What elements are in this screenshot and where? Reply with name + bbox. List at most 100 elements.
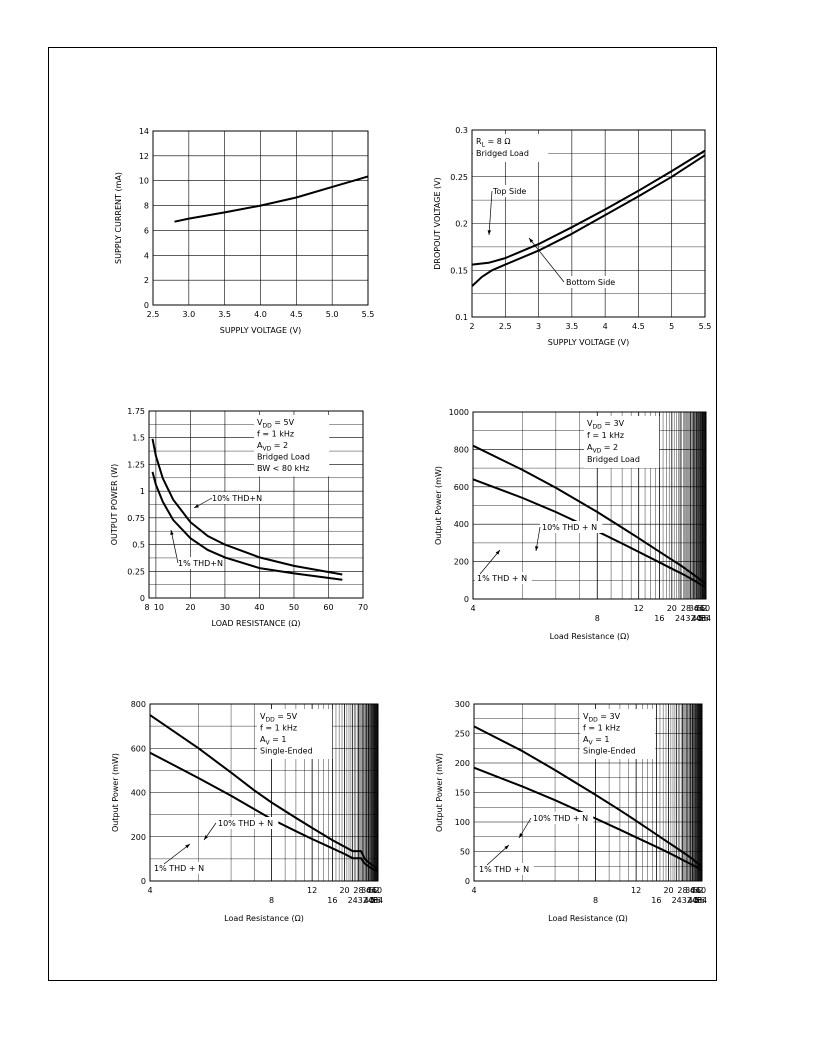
- plot-border: [473, 703, 703, 882]
- x-tick-label: 60: [696, 886, 706, 895]
- y-tick-label: 0.25: [127, 567, 145, 576]
- x-tick-label: 36: [361, 886, 371, 895]
- x-tick-label: 16: [654, 614, 664, 623]
- y-tick-label: 50: [460, 848, 470, 857]
- x-tick-label: 4.5: [632, 322, 645, 331]
- x-tick-label: 50: [289, 603, 299, 612]
- x-tick-label: 4: [471, 886, 476, 895]
- x-tick-label: 32: [685, 614, 695, 623]
- x-tick-label: 36: [689, 604, 699, 613]
- y-axis-title: OUTPUT POWER (W): [110, 464, 119, 546]
- annotation-arrow: [519, 833, 523, 838]
- x-tick-label: 2: [469, 322, 474, 331]
- plot-border: [148, 410, 364, 599]
- annotation-arrow: [495, 550, 500, 555]
- gridlines: [473, 412, 706, 599]
- x-axis-title: SUPPLY VOLTAGE (V): [220, 326, 302, 335]
- series-line: [473, 725, 703, 868]
- annotation-label: 1% THD + N: [477, 574, 527, 583]
- y-tick-label: 12: [139, 152, 149, 161]
- annotation-leader: [163, 843, 191, 865]
- condition-text: VDD = 5V: [257, 418, 295, 430]
- annotation-arrow: [204, 835, 209, 840]
- annotation-arrow: [194, 504, 199, 508]
- x-tick-label: 5.0: [326, 310, 339, 319]
- conditions-box: [257, 709, 333, 759]
- y-tick-label: 150: [455, 789, 470, 798]
- plot-border: [471, 129, 706, 318]
- x-tick-label: 52: [369, 886, 379, 895]
- annotation-bg: [531, 812, 594, 824]
- y-tick-label: 1.5: [132, 434, 145, 443]
- y-tick-label: 1.75: [127, 407, 145, 416]
- annotation-bg: [475, 572, 532, 584]
- y-tick-label: 14: [139, 127, 149, 136]
- y-tick-label: 0: [140, 594, 145, 603]
- y-tick-label: 0.5: [132, 541, 145, 550]
- y-tick-label: 1000: [449, 408, 469, 417]
- condition-text: VDD = 5V: [260, 712, 298, 724]
- condition-text: Single-Ended: [260, 747, 313, 756]
- x-tick-label: 4.0: [254, 310, 267, 319]
- annotation-arrow: [529, 238, 534, 243]
- condition-text: AVD = 2: [257, 441, 288, 453]
- x-tick-label: 8: [595, 614, 600, 623]
- x-tick-label: 3.5: [565, 322, 578, 331]
- plot-border: [152, 130, 369, 306]
- x-tick-label: 4: [147, 886, 152, 895]
- conditions-box: [473, 134, 549, 162]
- x-tick-label: 36: [685, 886, 695, 895]
- annotation-label: 10% THD+N: [212, 494, 262, 503]
- y-tick-label: 0: [141, 877, 146, 886]
- condition-text: AVD = 2: [587, 443, 618, 455]
- y-tick-label: 0.2: [455, 220, 468, 229]
- x-tick-label: 52: [693, 886, 703, 895]
- annotation-arrow: [185, 844, 190, 849]
- x-tick-label: 28: [353, 886, 363, 895]
- annotation-label: 1% THD + N: [479, 865, 529, 874]
- x-tick-label: 40: [692, 614, 702, 623]
- x-tick-label: 48: [368, 896, 378, 905]
- x-tick-label: 20: [185, 603, 195, 612]
- x-tick-label: 52: [697, 604, 707, 613]
- x-tick-label: 24: [672, 896, 682, 905]
- y-tick-label: 0.1: [455, 313, 468, 322]
- annotation-arrow: [535, 546, 539, 551]
- x-axis-title: Load Resistance (Ω): [224, 914, 304, 923]
- y-tick-label: 0: [465, 877, 470, 886]
- x-tick-label: 60: [372, 886, 382, 895]
- condition-text: AV = 1: [260, 735, 286, 747]
- y-axis-title: Output Power (mW): [111, 753, 120, 832]
- annotation-label: Top Side: [492, 187, 526, 196]
- x-axis-title: SUPPLY VOLTAGE (V): [548, 338, 630, 347]
- annotation-bg: [564, 276, 627, 288]
- x-tick-label: 60: [323, 603, 333, 612]
- annotation-arrow: [504, 845, 509, 850]
- y-axis-title: SUPPLY CURRENT (mA): [114, 172, 123, 264]
- x-tick-label: 8: [144, 603, 149, 612]
- page-border: [48, 47, 717, 981]
- y-tick-label: 300: [455, 700, 470, 709]
- series-line: [471, 149, 706, 266]
- x-tick-label: 40: [688, 896, 698, 905]
- y-axis-title: Output Power (mW): [434, 466, 443, 545]
- y-tick-label: 1.25: [127, 460, 145, 469]
- series-line: [151, 438, 343, 576]
- y-tick-label: 600: [454, 483, 469, 492]
- y-tick-label: 200: [131, 833, 146, 842]
- x-tick-label: 4.5: [290, 310, 303, 319]
- condition-text: Bridged Load: [476, 149, 529, 158]
- annotation-label: 1% THD+N: [178, 559, 223, 568]
- x-tick-label: 5.5: [362, 310, 375, 319]
- x-tick-label: 56: [371, 896, 381, 905]
- annotation-leader: [488, 190, 493, 236]
- x-tick-label: 10: [154, 603, 164, 612]
- x-tick-label: 48: [696, 614, 706, 623]
- x-tick-label: 70: [358, 603, 368, 612]
- condition-text: Single-Ended: [583, 747, 636, 756]
- x-tick-label: 12: [631, 886, 641, 895]
- annotation-bg: [216, 817, 279, 829]
- y-tick-label: 0: [464, 595, 469, 604]
- y-tick-label: 0.3: [455, 126, 468, 135]
